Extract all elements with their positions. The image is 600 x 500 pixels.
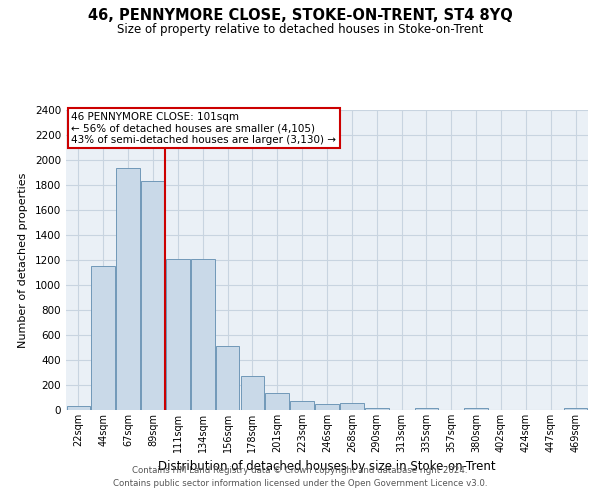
Bar [415,408,438,410]
Bar [265,392,289,410]
Bar [67,406,90,410]
Bar [241,376,264,410]
Bar [315,404,339,410]
X-axis label: Distribution of detached houses by size in Stoke-on-Trent: Distribution of detached houses by size … [158,460,496,473]
Bar [141,181,165,410]
Bar [564,408,587,410]
Bar [116,168,140,410]
Bar [464,408,488,410]
Y-axis label: Number of detached properties: Number of detached properties [18,172,28,348]
Bar [191,259,215,410]
Bar [91,266,115,410]
Text: 46 PENNYMORE CLOSE: 101sqm
← 56% of detached houses are smaller (4,105)
43% of s: 46 PENNYMORE CLOSE: 101sqm ← 56% of deta… [71,112,336,144]
Bar [365,408,389,410]
Text: Contains HM Land Registry data © Crown copyright and database right 2024.
Contai: Contains HM Land Registry data © Crown c… [113,466,487,487]
Text: 46, PENNYMORE CLOSE, STOKE-ON-TRENT, ST4 8YQ: 46, PENNYMORE CLOSE, STOKE-ON-TRENT, ST4… [88,8,512,22]
Bar [340,403,364,410]
Text: Size of property relative to detached houses in Stoke-on-Trent: Size of property relative to detached ho… [117,22,483,36]
Bar [166,259,190,410]
Bar [290,400,314,410]
Bar [216,346,239,410]
